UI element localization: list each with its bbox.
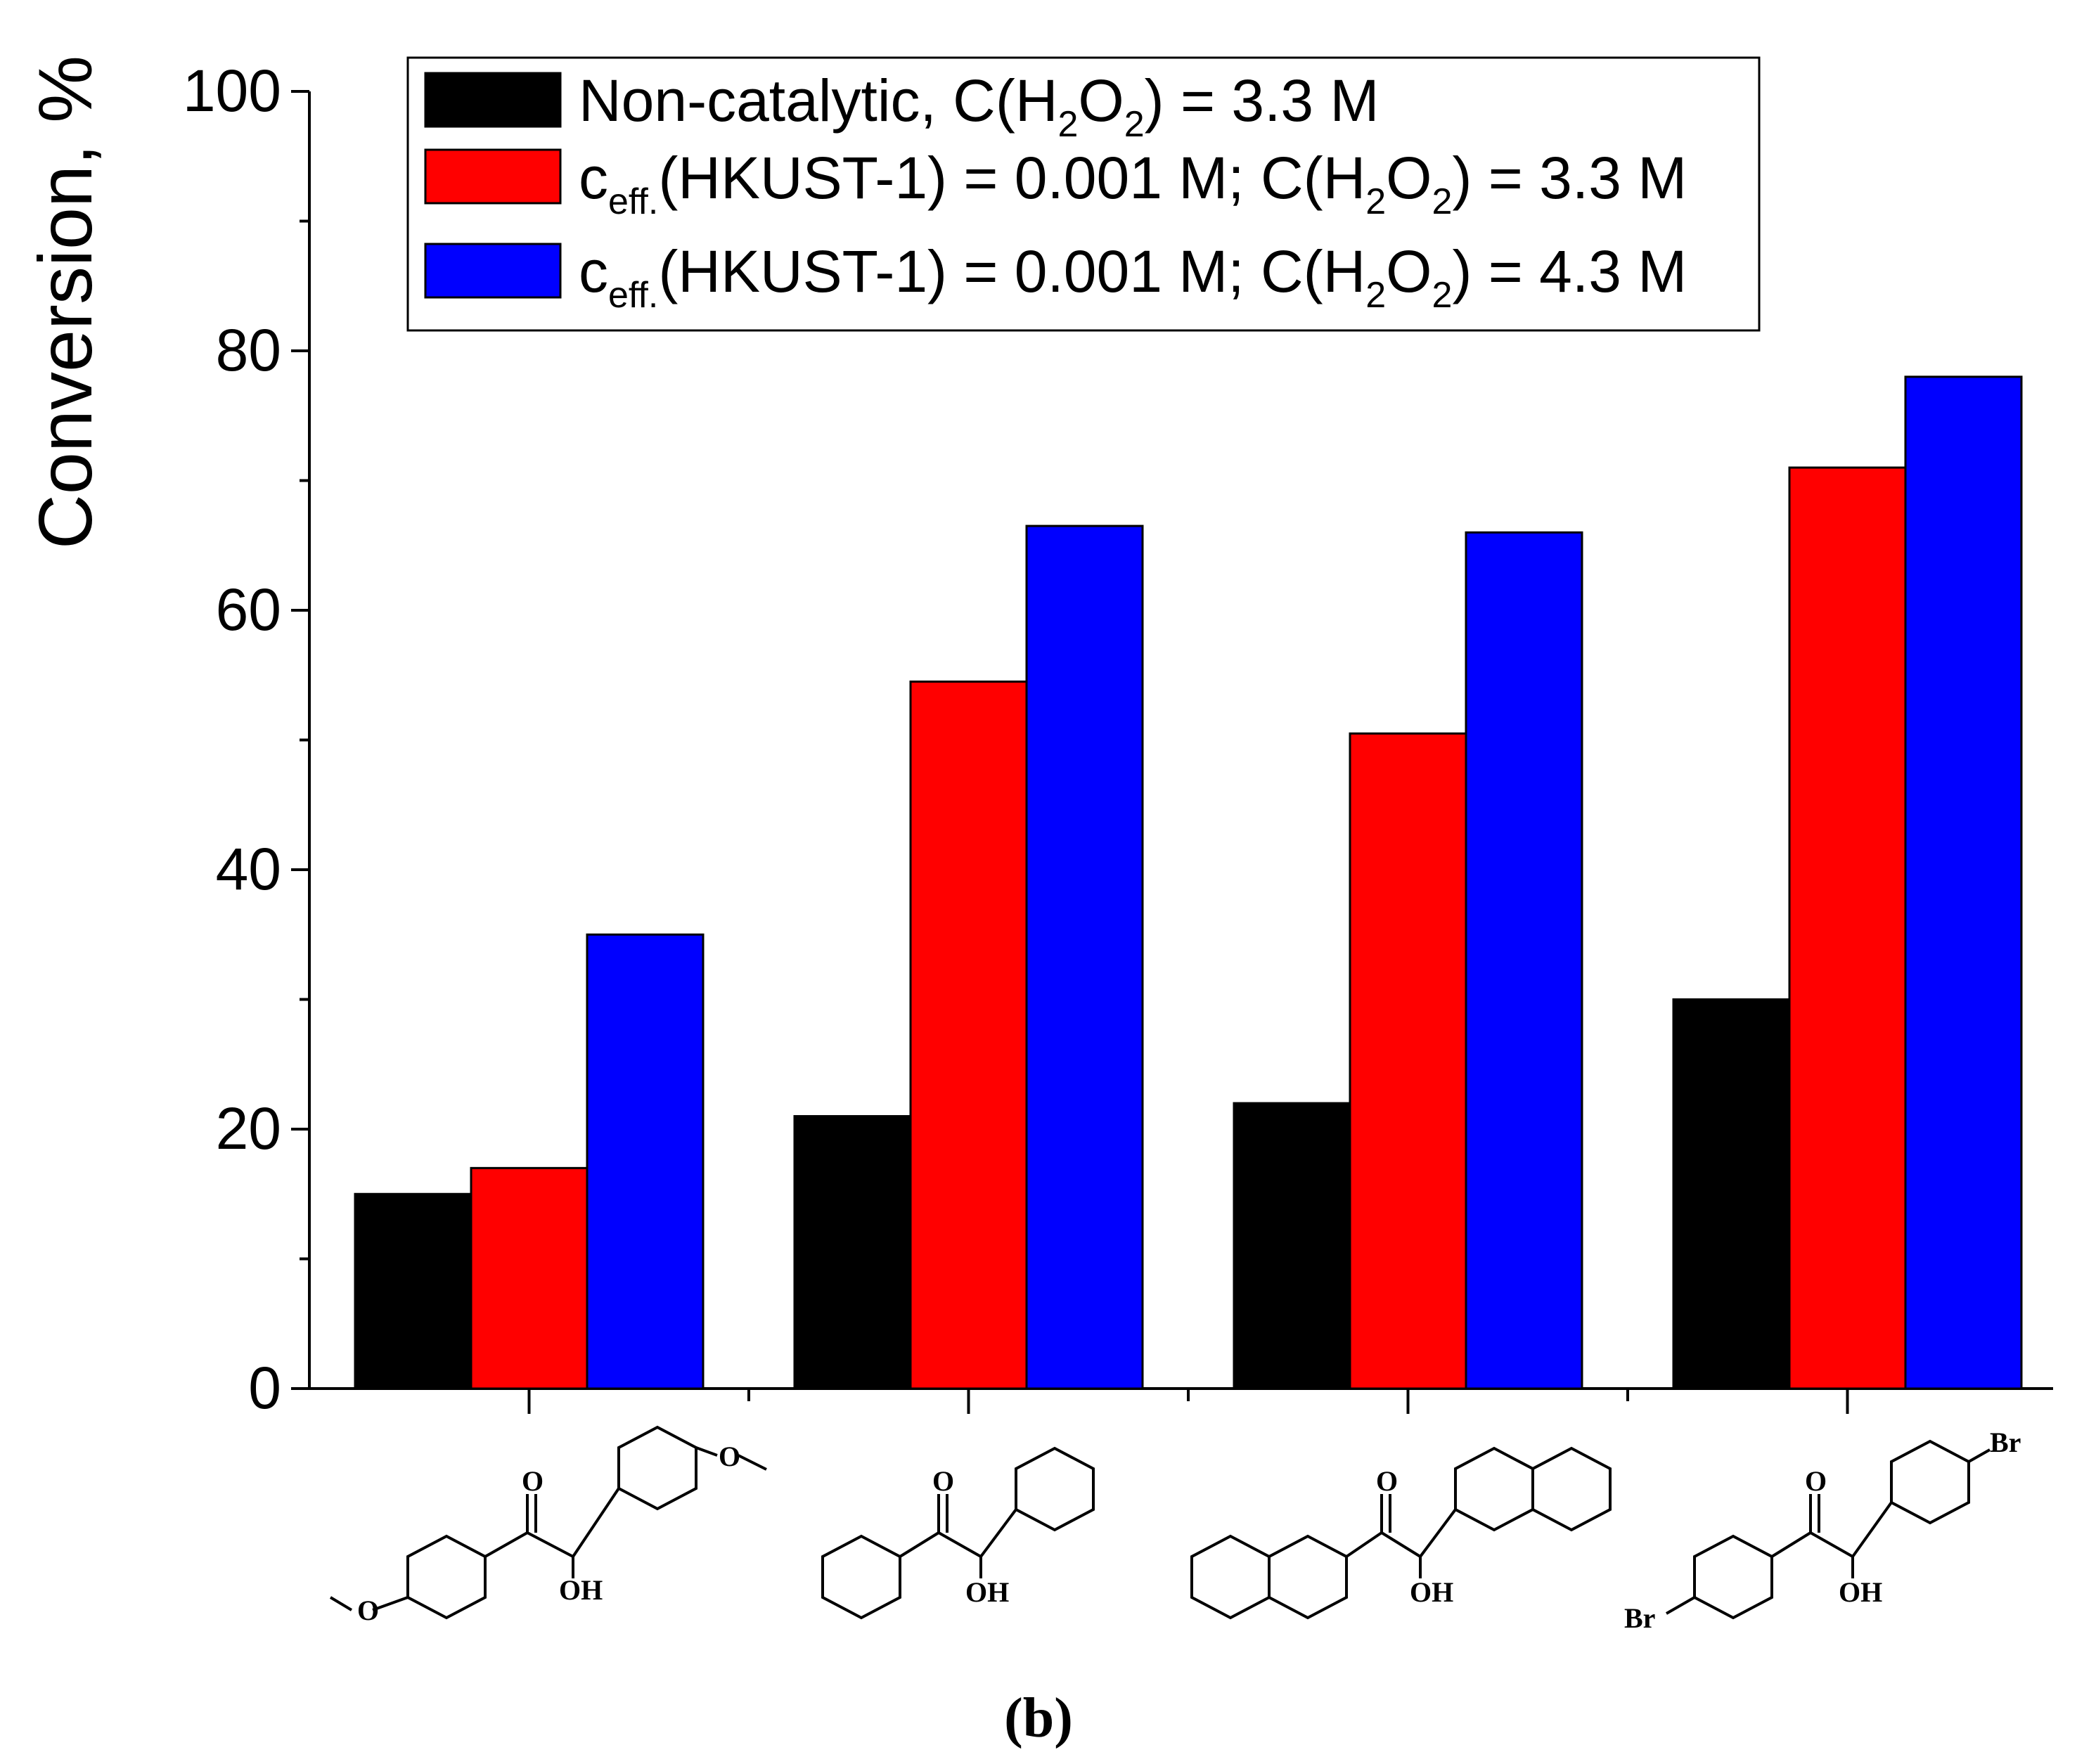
legend-swatch-3: [424, 243, 562, 299]
panel-label: (b): [1004, 1687, 1073, 1749]
structure-hydroxy-label: OH: [559, 1574, 603, 1606]
structure-oxo-label: O: [522, 1465, 544, 1497]
legend-entry-1: Non-catalytic, C(H2O2) = 3.3 M: [579, 67, 1379, 145]
structure-bromo-label: Br: [1990, 1427, 2021, 1458]
legend-box: [406, 56, 1761, 332]
structure-hydroxy-label: OH: [1839, 1576, 1882, 1608]
bar: [1349, 732, 1467, 1390]
structure-dibromobenzoin: O OH Br Br: [1624, 1427, 2021, 1634]
bars: [354, 375, 2023, 1390]
structure-hydroxy-label: OH: [1410, 1576, 1453, 1608]
structure-oxo-label: O: [932, 1465, 954, 1497]
structure-oxo-label: O: [1376, 1465, 1398, 1497]
legend-swatch-1: [424, 72, 562, 128]
bar: [586, 933, 705, 1390]
bar: [1025, 524, 1144, 1390]
y-tick-label: 40: [216, 836, 281, 902]
y-tick-label: 20: [216, 1095, 281, 1161]
bar: [793, 1115, 912, 1390]
y-tick-label: 60: [216, 577, 281, 643]
bar: [1233, 1102, 1351, 1390]
structure-bromo-label: Br: [1624, 1602, 1655, 1634]
legend-entry-3: ceff.(HKUST-1) = 0.001 M; C(H2O2) = 4.3 …: [579, 238, 1687, 316]
y-tick-label: 100: [183, 58, 281, 124]
legend-entry-2: ceff.(HKUST-1) = 0.001 M; C(H2O2) = 3.3 …: [579, 145, 1687, 222]
bar: [1788, 466, 1907, 1390]
legend: Non-catalytic, C(H2O2) = 3.3 M ceff.(HKU…: [406, 56, 1761, 332]
bar: [1465, 531, 1583, 1390]
structure-methoxy-label: O: [719, 1441, 740, 1472]
x-ticks: [527, 1389, 1849, 1414]
bar: [470, 1166, 589, 1390]
bar: [909, 680, 1028, 1390]
structure-methoxy-label: O: [357, 1595, 379, 1626]
y-tick-label: 0: [248, 1355, 281, 1421]
structure-oxo-label: O: [1805, 1465, 1827, 1497]
y-tick-label: 80: [216, 317, 281, 383]
structure-labels: O OH O O O OH: [329, 1425, 2021, 1634]
structure-dimethoxybenzoin: O OH O O: [329, 1425, 767, 1626]
bar: [1904, 375, 2023, 1390]
y-ticks: 0 20 40 60 80 100: [183, 58, 309, 1421]
structure-naphthoin: O OH: [1190, 1446, 1612, 1620]
structure-benzoin: O OH: [821, 1446, 1095, 1620]
structure-hydroxy-label: OH: [965, 1576, 1009, 1608]
bar: [354, 1192, 472, 1390]
legend-swatch-2: [424, 148, 562, 205]
bar: [1672, 998, 1791, 1390]
y-axis-label: Conversion, %: [22, 56, 108, 549]
